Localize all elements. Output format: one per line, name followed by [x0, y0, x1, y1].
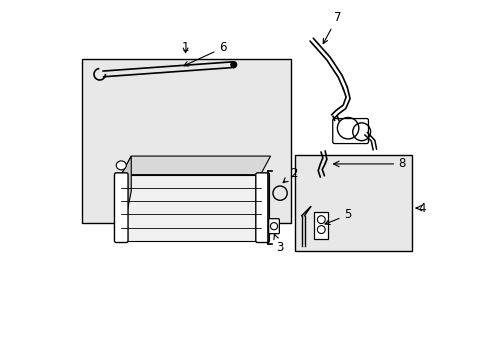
Polygon shape: [121, 156, 270, 175]
Text: 1: 1: [182, 41, 189, 54]
Polygon shape: [121, 175, 260, 241]
Polygon shape: [121, 156, 131, 241]
Bar: [294, 155, 411, 251]
FancyBboxPatch shape: [268, 219, 279, 234]
Text: 8: 8: [397, 157, 405, 170]
Text: 4: 4: [418, 202, 425, 215]
Text: 5: 5: [325, 208, 351, 225]
Text: 3: 3: [273, 234, 283, 254]
Text: 7: 7: [323, 11, 341, 44]
Text: 2: 2: [283, 167, 297, 183]
Circle shape: [230, 62, 236, 67]
Bar: [82, 59, 290, 223]
FancyBboxPatch shape: [114, 173, 128, 243]
FancyBboxPatch shape: [255, 173, 269, 243]
Bar: [313, 212, 328, 239]
Ellipse shape: [116, 161, 126, 170]
Text: 6: 6: [183, 41, 226, 66]
